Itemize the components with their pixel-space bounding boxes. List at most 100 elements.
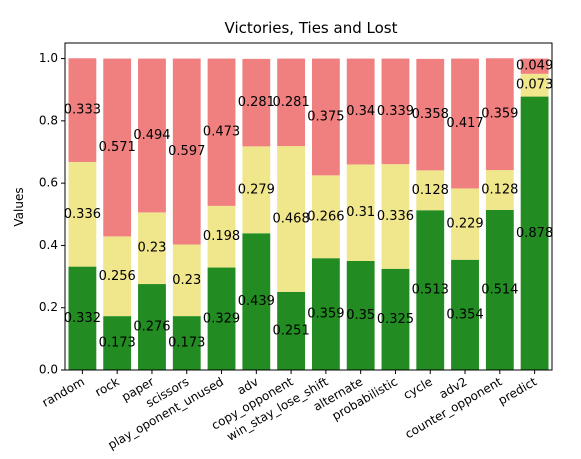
data-label: 0.31 (346, 205, 375, 220)
y-tick-label: 0.6 (39, 176, 58, 190)
data-label: 0.173 (99, 336, 136, 351)
bar-segment-2 (416, 170, 445, 211)
bar-segment-3 (242, 58, 271, 147)
bars-layer (68, 58, 549, 370)
y-axis-label: Values (12, 187, 26, 226)
bar-segment-2 (277, 146, 306, 292)
bar-segment-1 (311, 258, 340, 370)
bar-segment-1 (416, 210, 445, 370)
x-tick-label: rock (93, 374, 122, 399)
data-label: 0.128 (481, 182, 518, 197)
y-tick-label: 0.4 (39, 238, 58, 252)
data-label: 0.468 (273, 211, 310, 226)
bar-segment-1 (451, 259, 479, 370)
bar-segment-3 (138, 58, 166, 213)
data-label: 0.229 (446, 217, 483, 232)
bar-segment-1 (68, 266, 97, 370)
data-label: 0.35 (346, 308, 375, 323)
bar-segment-1 (138, 284, 166, 370)
data-label: 0.473 (203, 125, 240, 140)
bar-segment-2 (207, 205, 236, 268)
bar-segment-3 (103, 58, 132, 237)
data-label: 0.359 (307, 307, 344, 322)
bar-segment-2 (311, 175, 340, 259)
y-tick-label: 0.2 (39, 300, 58, 314)
bar-segment-3 (207, 58, 236, 206)
data-label: 0.439 (238, 294, 275, 309)
bar-segment-1 (172, 316, 201, 370)
data-label: 0.336 (377, 209, 414, 224)
data-label: 0.333 (64, 103, 101, 118)
data-label: 0.339 (377, 104, 414, 119)
data-label: 0.513 (412, 283, 449, 298)
data-label: 0.878 (516, 226, 553, 241)
bar-segment-3 (277, 58, 306, 147)
data-label: 0.251 (273, 323, 310, 338)
x-tick-label: cycle (401, 374, 435, 402)
y-tick-label: 1.0 (39, 51, 58, 65)
bar-segment-1 (485, 209, 514, 370)
data-label: 0.256 (99, 269, 136, 284)
x-tick-label: random (40, 374, 87, 409)
bar-segment-3 (485, 58, 514, 171)
bar-segment-2 (172, 244, 201, 317)
data-label: 0.329 (203, 311, 240, 326)
bar-segment-3 (451, 58, 479, 189)
bar-segment-2 (103, 236, 132, 317)
data-label: 0.354 (446, 307, 483, 322)
data-label: 0.494 (133, 128, 170, 143)
x-tick-label: predict (496, 374, 540, 407)
data-label: 0.173 (168, 336, 205, 351)
bar-segment-3 (416, 58, 445, 171)
chart-title: Victories, Ties and Lost (225, 19, 398, 37)
data-label: 0.597 (168, 144, 205, 159)
data-label: 0.279 (238, 182, 275, 197)
data-label: 0.281 (238, 95, 275, 110)
data-label: 0.375 (307, 109, 344, 124)
bar-segment-2 (520, 73, 549, 97)
data-label: 0.049 (516, 59, 553, 74)
bar-segment-1 (520, 96, 549, 370)
y-tick-label: 0.8 (39, 113, 58, 127)
data-label: 0.281 (273, 95, 310, 110)
data-label: 0.336 (64, 207, 101, 222)
data-label: 0.332 (64, 311, 101, 326)
data-label: 0.358 (412, 107, 449, 122)
data-label: 0.417 (446, 116, 483, 131)
bar-segment-2 (485, 170, 514, 210)
plot-frame (64, 42, 553, 371)
bar-segment-3 (520, 58, 549, 74)
data-label: 0.23 (172, 273, 201, 288)
data-label: 0.359 (481, 107, 518, 122)
bar-segment-1 (277, 291, 306, 370)
data-label: 0.514 (481, 282, 518, 297)
bar-segment-2 (68, 161, 97, 267)
bar-segment-3 (68, 58, 97, 162)
bar-segment-3 (346, 58, 375, 165)
bar-segment-2 (346, 164, 375, 261)
bar-segment-2 (242, 146, 271, 234)
data-labels-layer: 0.332 0.336 0.333 0.173 0.256 0.571 0.276 0.23 0… (64, 59, 553, 351)
data-label: 0.276 (133, 320, 170, 335)
data-label: 0.325 (377, 312, 414, 327)
bar-segment-1 (381, 268, 410, 370)
data-label: 0.198 (203, 229, 240, 244)
data-label: 0.34 (346, 104, 375, 119)
bar-segment-2 (451, 188, 479, 260)
data-label: 0.23 (137, 241, 166, 256)
bar-segment-2 (381, 164, 410, 269)
bar-segment-1 (207, 267, 236, 370)
data-label: 0.073 (516, 78, 553, 93)
bar-segment-2 (138, 212, 166, 285)
bar-segment-3 (381, 58, 410, 165)
bar-segment-1 (346, 261, 375, 370)
bar-segment-3 (311, 58, 340, 176)
data-label: 0.571 (99, 140, 136, 155)
bar-segment-1 (103, 316, 132, 370)
data-label: 0.128 (412, 183, 449, 198)
y-tick-label: 0.0 (39, 363, 58, 377)
bar-segment-3 (172, 58, 201, 245)
bar-segment-1 (242, 233, 271, 370)
data-label: 0.266 (307, 209, 344, 224)
